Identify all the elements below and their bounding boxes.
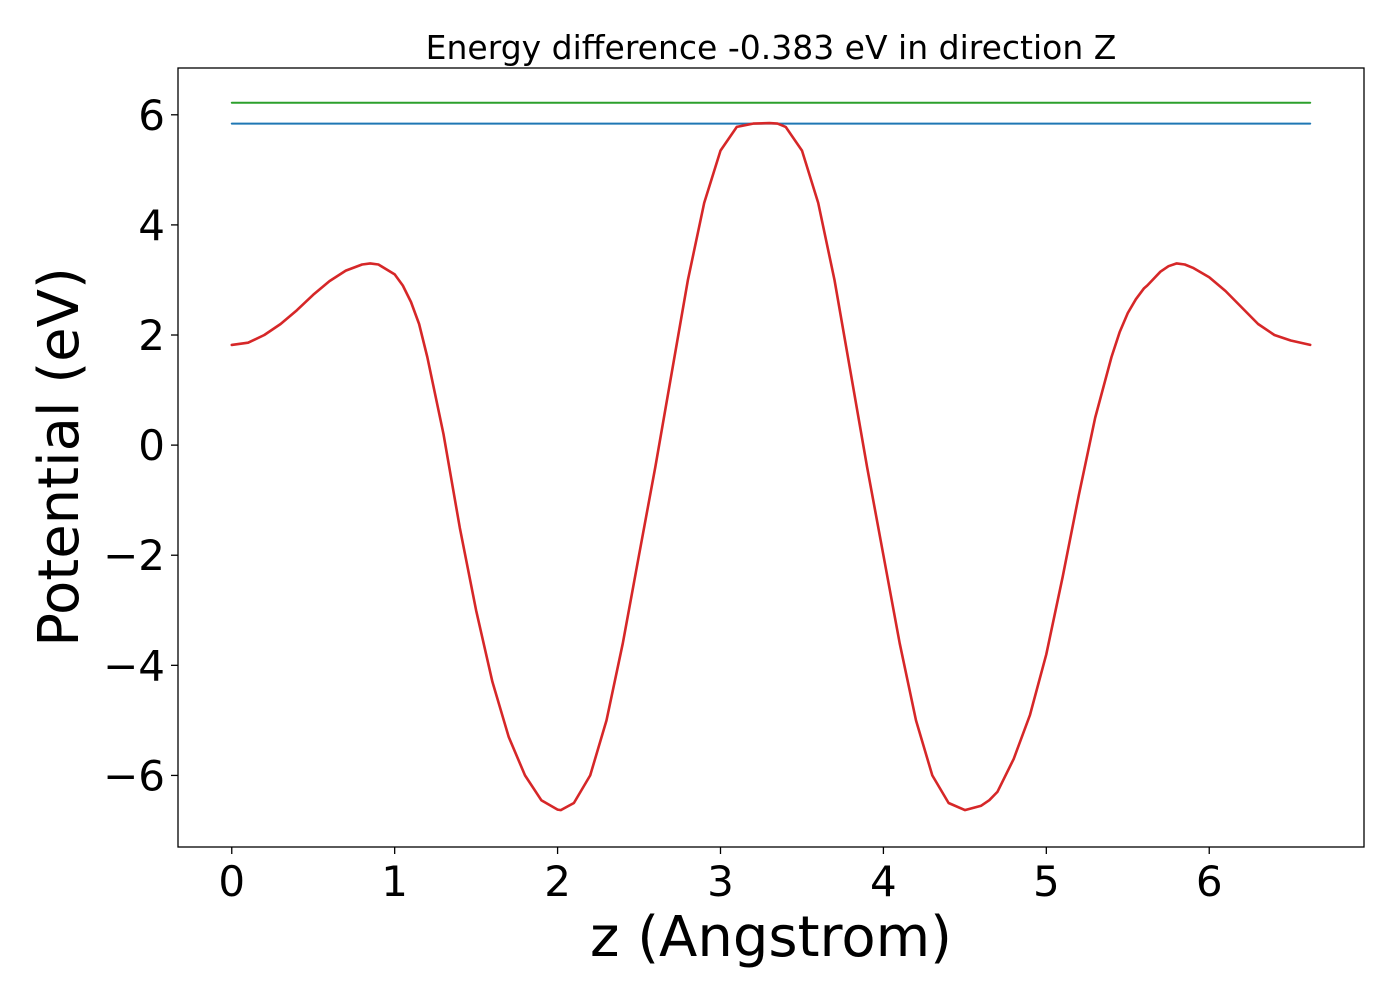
- y-tick-label: 6: [138, 91, 165, 140]
- x-axis-label: z (Angstrom): [590, 905, 952, 970]
- y-tick-label: −6: [103, 751, 165, 800]
- x-tick-label: 5: [1033, 857, 1060, 906]
- x-tick-label: 6: [1196, 857, 1223, 906]
- potential-curve: [230, 121, 1312, 812]
- x-tick-label: 2: [544, 857, 571, 906]
- x-tick-label: 1: [381, 857, 408, 906]
- x-tick-label: 4: [870, 857, 897, 906]
- x-axis-ticks: 0 1 2 3 4 5 6: [218, 847, 1223, 906]
- y-tick-label: −2: [103, 531, 165, 580]
- y-axis-label: Potential (eV): [27, 267, 92, 647]
- plot-area: [230, 101, 1312, 812]
- y-tick-label: 0: [138, 421, 165, 470]
- y-tick-label: −4: [103, 641, 165, 690]
- axes-frame: [177, 67, 1365, 848]
- x-tick-label: 3: [707, 857, 734, 906]
- y-tick-label: 4: [138, 201, 165, 250]
- y-tick-label: 2: [138, 311, 165, 360]
- chart-title: Energy difference -0.383 eV in direction…: [426, 28, 1117, 67]
- y-axis-ticks: −6 −4 −2 0 2 4 6: [103, 91, 178, 800]
- series-layer: [230, 101, 1312, 812]
- x-tick-label: 0: [218, 857, 245, 906]
